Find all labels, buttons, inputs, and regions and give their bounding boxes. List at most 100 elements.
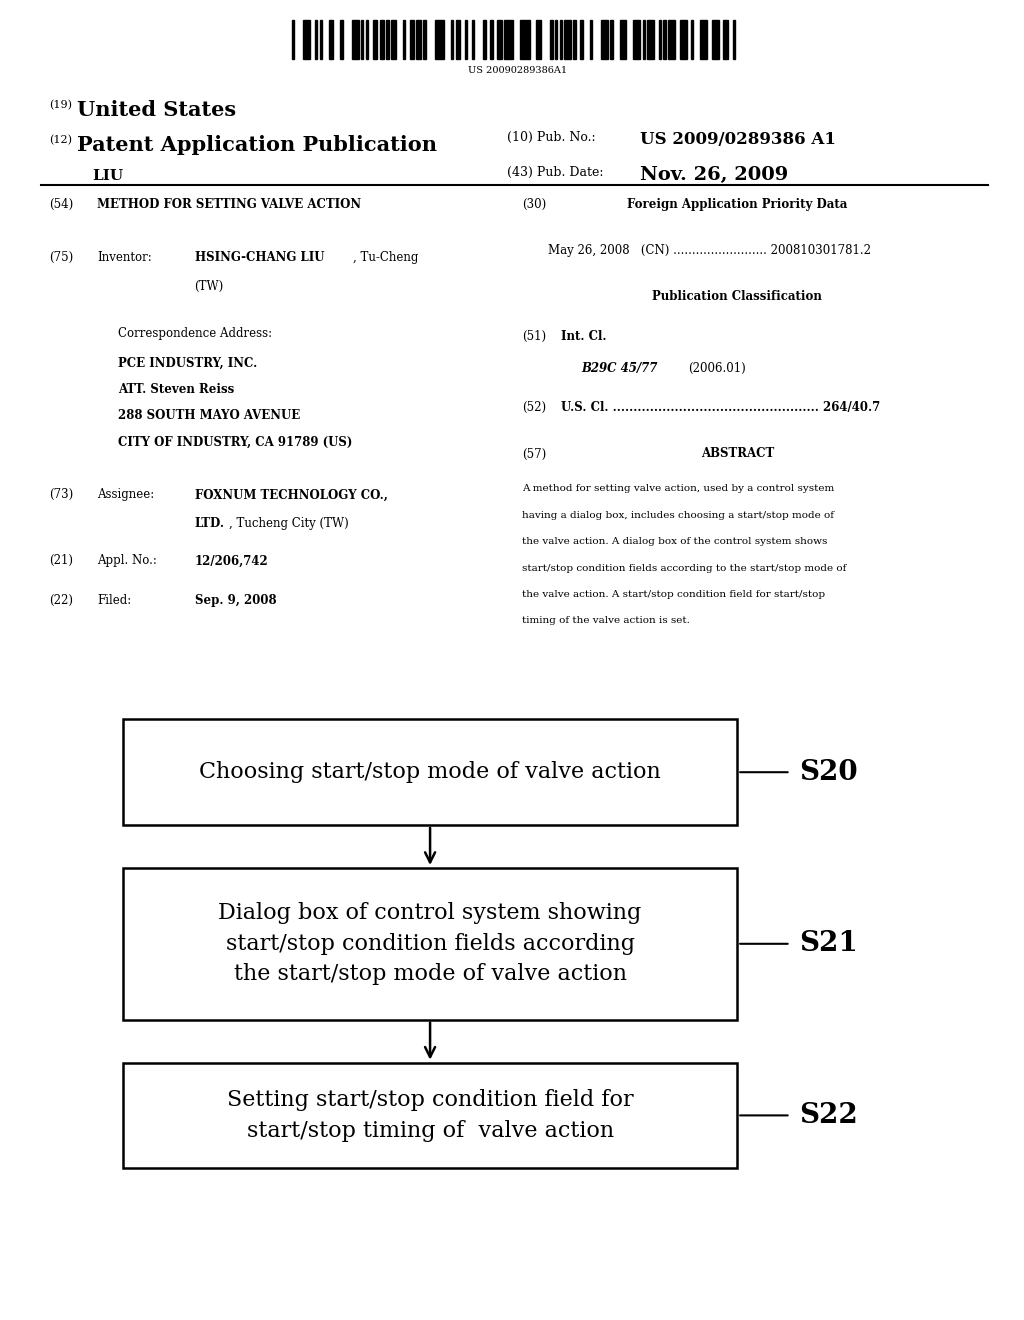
Text: Assignee:: Assignee: [97, 488, 155, 502]
Bar [402, 20, 404, 59]
Bar [647, 20, 654, 59]
Bar [573, 20, 575, 59]
Text: Nov. 26, 2009: Nov. 26, 2009 [640, 166, 788, 185]
Bar [490, 20, 493, 59]
Bar [456, 20, 461, 59]
Bar [700, 20, 708, 59]
Bar [498, 20, 502, 59]
Bar [620, 20, 627, 59]
Bar [504, 20, 513, 59]
Text: LTD.: LTD. [195, 517, 224, 531]
Bar [581, 20, 583, 59]
Bar [664, 20, 666, 59]
Text: Setting start/stop condition field for
start/stop timing of  valve action: Setting start/stop condition field for s… [226, 1089, 634, 1142]
Bar [386, 20, 389, 59]
Text: U.S. Cl. .................................................. 264/40.7: U.S. Cl. ...............................… [561, 401, 881, 414]
Text: Dialog box of control system showing
start/stop condition fields according
the s: Dialog box of control system showing sta… [218, 903, 642, 985]
Text: , Tucheng City (TW): , Tucheng City (TW) [229, 517, 349, 531]
Bar [691, 20, 693, 59]
Text: (51): (51) [522, 330, 547, 343]
Text: US 2009/0289386 A1: US 2009/0289386 A1 [640, 131, 836, 148]
Bar [555, 20, 557, 59]
FancyBboxPatch shape [123, 719, 737, 825]
Bar [610, 20, 612, 59]
Bar [601, 20, 608, 59]
Bar [340, 20, 343, 59]
Text: Appl. No.:: Appl. No.: [97, 554, 157, 568]
Text: the valve action. A dialog box of the control system shows: the valve action. A dialog box of the co… [522, 537, 827, 546]
Text: 288 SOUTH MAYO AVENUE: 288 SOUTH MAYO AVENUE [118, 409, 300, 422]
Text: FOXNUM TECHNOLOGY CO.,: FOXNUM TECHNOLOGY CO., [195, 488, 387, 502]
Text: United States: United States [77, 100, 236, 120]
Text: timing of the valve action is set.: timing of the valve action is set. [522, 616, 690, 626]
Bar [483, 20, 485, 59]
Bar [520, 20, 529, 59]
Text: Filed:: Filed: [97, 594, 131, 607]
Bar [410, 20, 414, 59]
Text: S22: S22 [799, 1102, 857, 1129]
Bar [550, 20, 553, 59]
Bar [723, 20, 728, 59]
Text: having a dialog box, includes choosing a start/stop mode of: having a dialog box, includes choosing a… [522, 511, 835, 520]
Bar [537, 20, 541, 59]
Text: Inventor:: Inventor: [97, 251, 152, 264]
Bar [417, 20, 421, 59]
Text: S20: S20 [799, 759, 857, 785]
Bar [465, 20, 467, 59]
Text: US 20090289386A1: US 20090289386A1 [468, 66, 566, 75]
Bar [658, 20, 662, 59]
Text: (57): (57) [522, 447, 547, 461]
Text: 12/206,742: 12/206,742 [195, 554, 268, 568]
Bar [352, 20, 358, 59]
Text: LIU: LIU [92, 169, 123, 183]
Bar [452, 20, 454, 59]
Text: Choosing start/stop mode of valve action: Choosing start/stop mode of valve action [200, 762, 660, 783]
Text: (22): (22) [49, 594, 73, 607]
Text: (21): (21) [49, 554, 73, 568]
Bar [680, 20, 686, 59]
Bar [423, 20, 426, 59]
Bar [391, 20, 395, 59]
Text: (19): (19) [49, 100, 72, 111]
Text: ATT. Steven Reiss: ATT. Steven Reiss [118, 383, 234, 396]
Bar [732, 20, 735, 59]
Bar [315, 20, 317, 59]
FancyBboxPatch shape [123, 1063, 737, 1168]
Bar [361, 20, 364, 59]
Bar [668, 20, 675, 59]
Text: (2006.01): (2006.01) [688, 362, 745, 375]
Text: Int. Cl.: Int. Cl. [561, 330, 606, 343]
Text: (73): (73) [49, 488, 74, 502]
Bar [292, 20, 294, 59]
Text: , Tu-Cheng: , Tu-Cheng [353, 251, 419, 264]
Bar [329, 20, 334, 59]
Text: start/stop condition fields according to the start/stop mode of: start/stop condition fields according to… [522, 564, 847, 573]
Text: (54): (54) [49, 198, 74, 211]
Bar [366, 20, 368, 59]
Text: (12): (12) [49, 135, 72, 145]
Bar [559, 20, 562, 59]
Text: Foreign Application Priority Data: Foreign Application Priority Data [627, 198, 848, 211]
Text: (75): (75) [49, 251, 74, 264]
Text: METHOD FOR SETTING VALVE ACTION: METHOD FOR SETTING VALVE ACTION [97, 198, 361, 211]
Text: (30): (30) [522, 198, 547, 211]
Bar [590, 20, 592, 59]
Bar [564, 20, 571, 59]
Text: Publication Classification: Publication Classification [652, 290, 822, 304]
Bar [634, 20, 640, 59]
Text: Sep. 9, 2008: Sep. 9, 2008 [195, 594, 276, 607]
Bar [303, 20, 310, 59]
Text: A method for setting valve action, used by a control system: A method for setting valve action, used … [522, 484, 835, 494]
Text: S21: S21 [799, 931, 857, 957]
Bar [435, 20, 444, 59]
Text: HSING-CHANG LIU: HSING-CHANG LIU [195, 251, 324, 264]
Text: (43) Pub. Date:: (43) Pub. Date: [507, 166, 603, 180]
Text: B29C 45/77: B29C 45/77 [582, 362, 658, 375]
Text: (TW): (TW) [195, 280, 224, 293]
Text: (52): (52) [522, 401, 547, 414]
Text: PCE INDUSTRY, INC.: PCE INDUSTRY, INC. [118, 356, 257, 370]
Bar [319, 20, 322, 59]
Bar [380, 20, 384, 59]
Text: Correspondence Address:: Correspondence Address: [118, 327, 272, 341]
Bar [712, 20, 719, 59]
